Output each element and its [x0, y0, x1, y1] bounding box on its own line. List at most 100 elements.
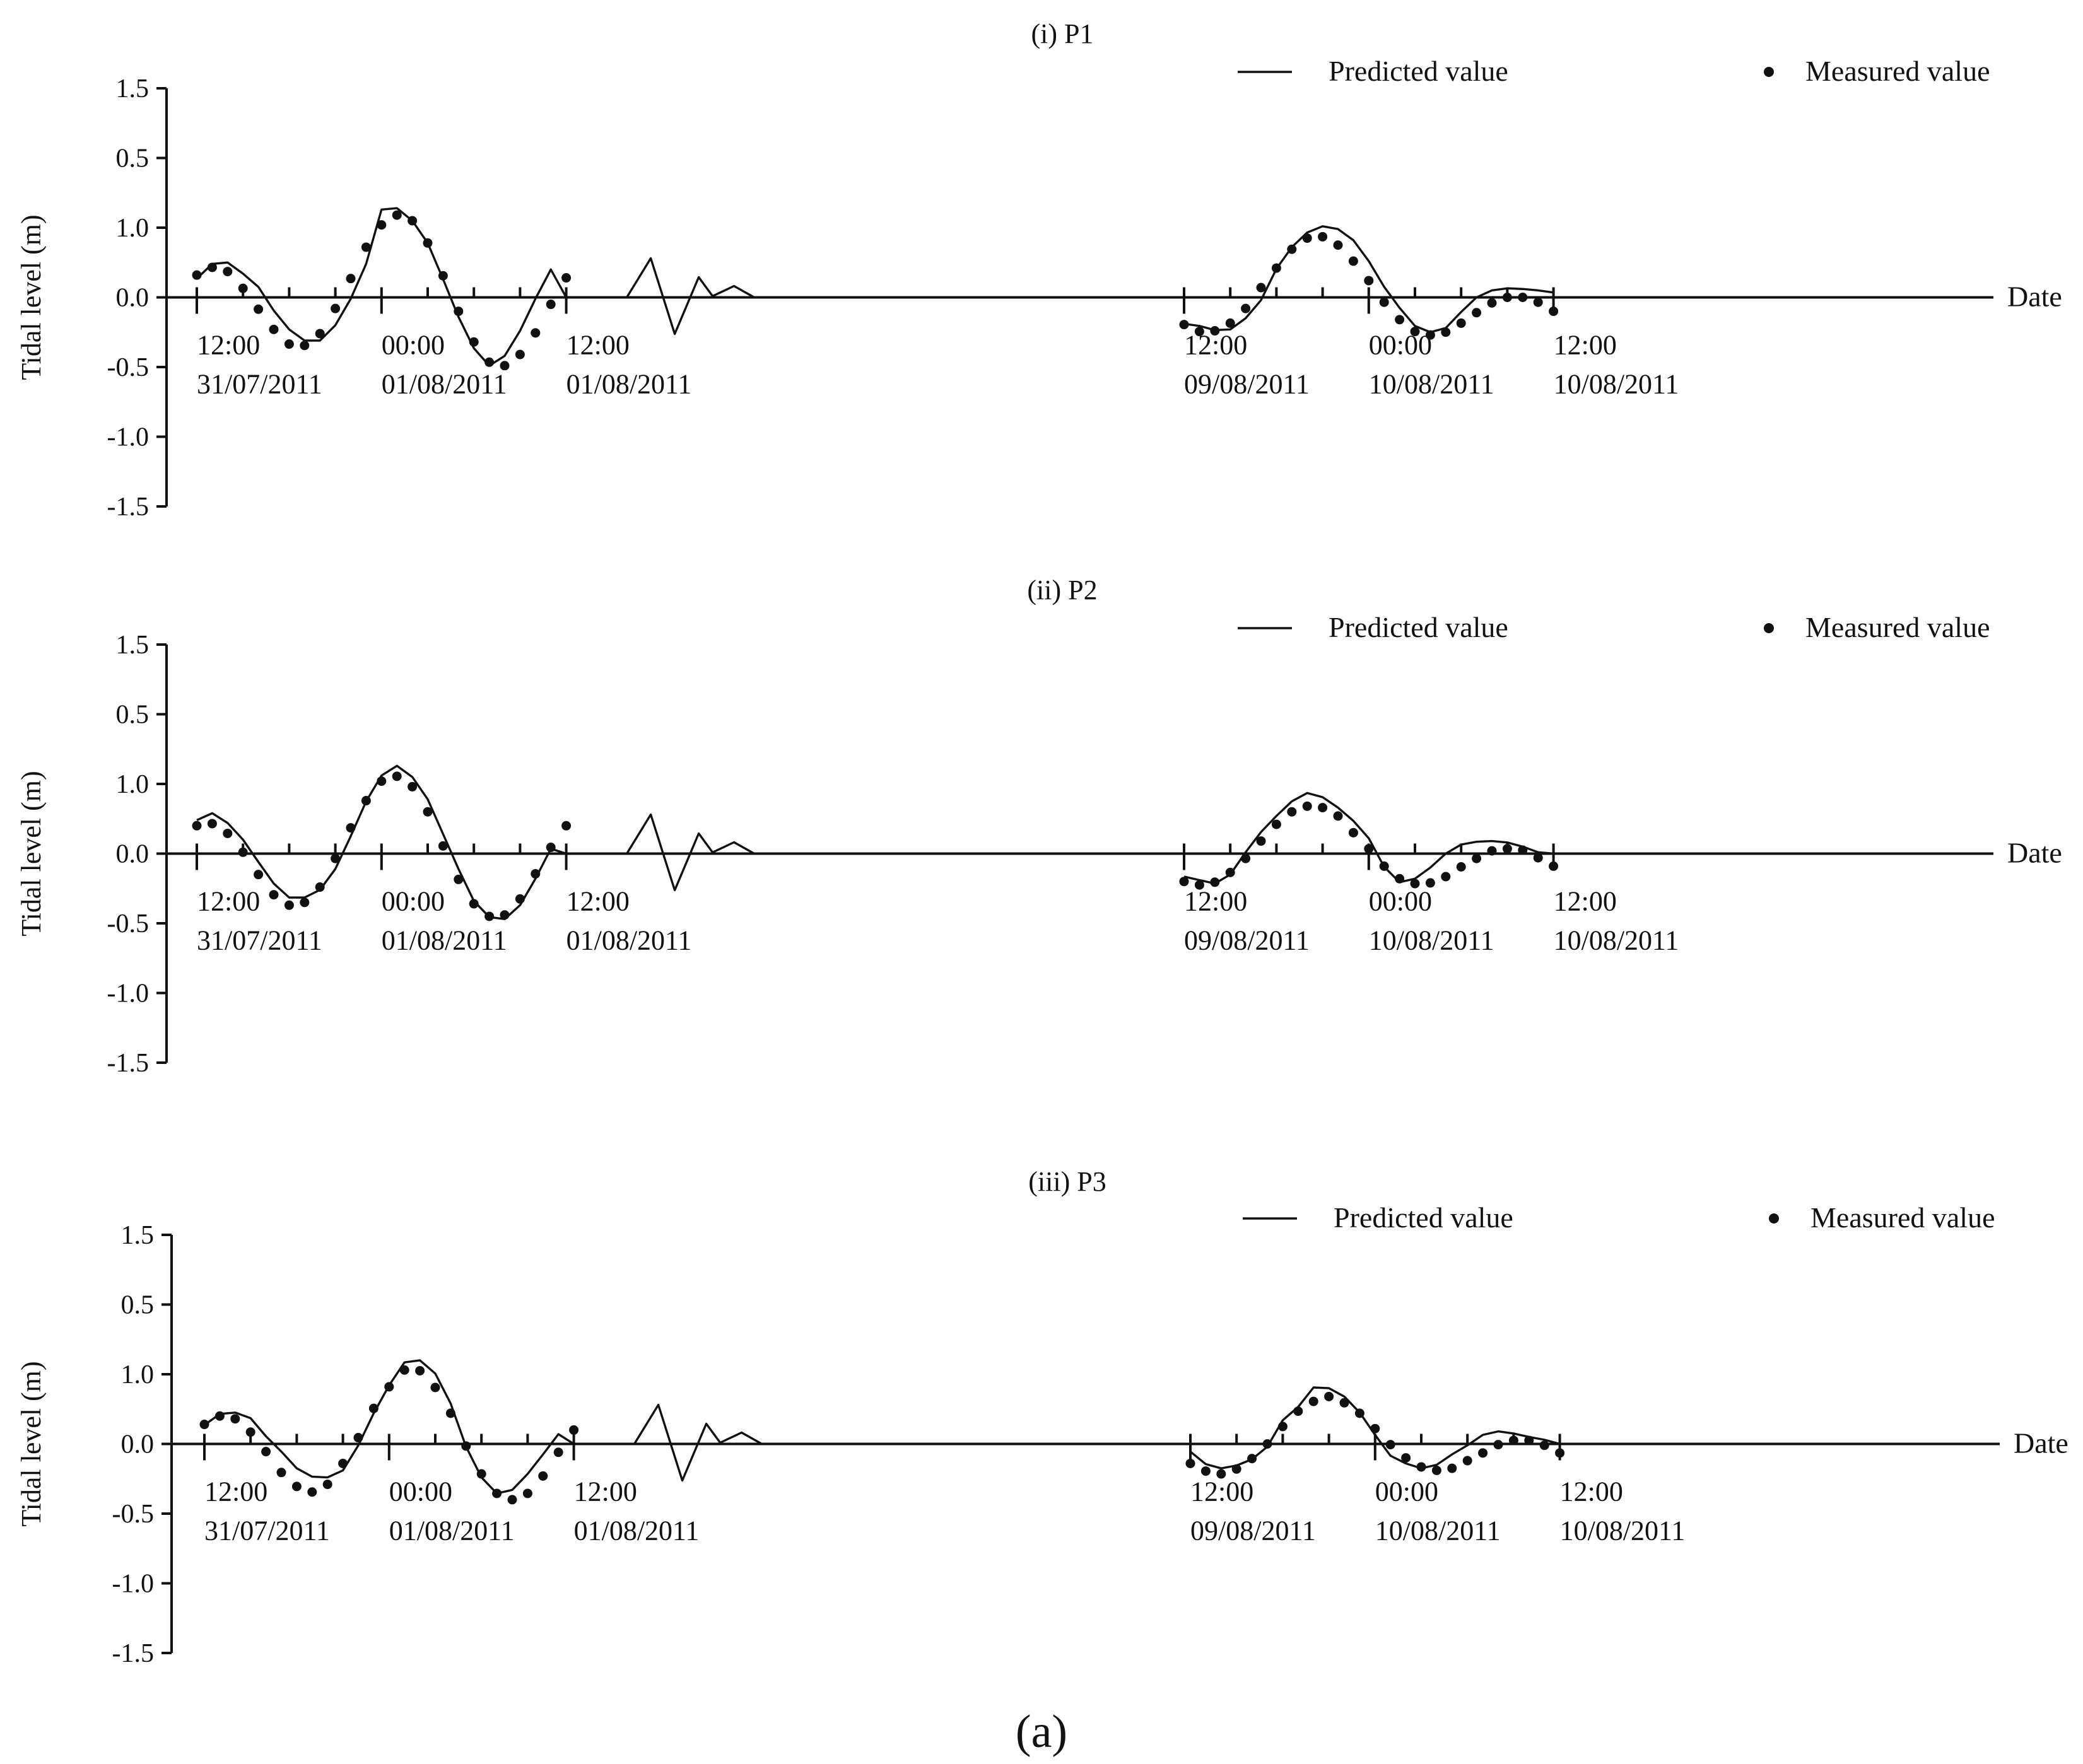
measured-point — [1379, 861, 1389, 871]
measured-point — [569, 1425, 579, 1435]
measured-point — [1287, 244, 1297, 254]
measured-point — [1502, 844, 1512, 854]
measured-point — [1247, 1454, 1257, 1464]
measured-point — [1262, 1439, 1272, 1449]
legend-measured-swatch — [1764, 67, 1774, 77]
x-tick-time: 12:00 — [1190, 1476, 1253, 1507]
legend-predicted-label: Predicted value — [1329, 611, 1508, 643]
x-tick-date: 31/07/2011 — [197, 925, 322, 956]
measured-point — [331, 303, 341, 313]
x-tick-time: 00:00 — [382, 886, 445, 917]
measured-point — [384, 1382, 394, 1392]
x-tick-date: 10/08/2011 — [1369, 925, 1494, 956]
measured-point — [1293, 1406, 1303, 1416]
measured-point — [1493, 1440, 1503, 1450]
legend-measured-swatch — [1769, 1213, 1779, 1224]
measured-point — [269, 890, 279, 900]
y-tick-label: 1.0 — [116, 770, 150, 799]
measured-point — [1200, 1466, 1211, 1476]
measured-point — [423, 238, 433, 248]
chart-panel-1: (i) P1 1.5 0.5 1.0 0.0 -0.5 -1.0 -1.5 Tidal leve… — [16, 18, 2062, 522]
measured-point — [399, 1365, 409, 1375]
x-tick-date: 01/08/2011 — [382, 369, 507, 400]
measured-point — [1256, 836, 1266, 846]
measured-point — [1410, 879, 1420, 889]
measured-point — [346, 823, 356, 833]
measured-point — [423, 807, 433, 817]
measured-point — [1441, 872, 1451, 882]
measured-point — [492, 1488, 502, 1498]
measured-point — [230, 1414, 240, 1424]
measured-point — [454, 307, 464, 317]
y-tick-label: -1.0 — [107, 423, 150, 452]
measured-point — [1533, 853, 1543, 863]
measured-point — [1518, 845, 1528, 855]
y-tick-label: 0.5 — [116, 144, 150, 173]
measured-point — [1339, 1398, 1349, 1408]
measured-point — [469, 337, 479, 347]
y-tick-label: 1.5 — [121, 1221, 155, 1250]
measured-point — [192, 821, 202, 831]
x-tick-date: 09/08/2011 — [1190, 1516, 1316, 1546]
y-tick-label: -0.5 — [107, 353, 150, 382]
chart-title: (ii) P2 — [1027, 575, 1097, 605]
measured-point — [522, 1488, 532, 1498]
measured-point — [207, 262, 217, 272]
x-tick-time: 12:00 — [197, 330, 260, 361]
y-tick-label: 0.0 — [121, 1430, 155, 1459]
y-axis-label: Tidal level (m) — [16, 771, 47, 936]
measured-point — [1431, 1465, 1441, 1475]
axis-break-zigzag — [604, 257, 777, 336]
measured-point — [1416, 1462, 1426, 1472]
measured-point — [254, 870, 264, 880]
measured-point — [254, 304, 264, 314]
measured-point — [461, 1441, 471, 1451]
measured-point — [1441, 327, 1451, 337]
measured-point — [553, 1447, 563, 1457]
measured-point — [438, 841, 448, 851]
x-tick-time: 00:00 — [1369, 330, 1432, 361]
figure-caption: (a) — [1016, 1706, 1067, 1758]
legend-measured-label: Measured value — [1805, 55, 1990, 87]
predicted-line-segment-2 — [1183, 225, 1554, 334]
measured-point — [1354, 1408, 1364, 1418]
measured-point — [315, 329, 325, 339]
measured-point — [1456, 862, 1466, 872]
chart-panel-2: (ii) P2 1.5 0.5 1.0 0.0 -0.5 -1.0 -1.5 Tidal lev… — [16, 575, 2062, 1078]
measured-point — [408, 216, 418, 226]
y-tick-label: -1.5 — [107, 1049, 150, 1078]
measured-point — [1524, 1435, 1534, 1446]
x-tick-date: 10/08/2011 — [1560, 1516, 1686, 1546]
measured-point — [1287, 807, 1297, 817]
measured-point — [223, 828, 233, 838]
measured-point — [454, 874, 464, 884]
measured-point — [507, 1495, 517, 1505]
measured-point — [1210, 877, 1220, 887]
measured-point — [476, 1469, 486, 1479]
measured-point — [300, 897, 310, 908]
measured-point — [546, 843, 556, 853]
measured-point — [1210, 326, 1220, 336]
measured-point — [1241, 303, 1251, 313]
measured-point — [1277, 1422, 1288, 1432]
measured-point — [531, 869, 541, 879]
x-tick-date: 01/08/2011 — [382, 925, 507, 956]
measured-point — [1549, 861, 1559, 871]
measured-point — [238, 283, 248, 293]
measured-point — [261, 1447, 271, 1457]
y-tick-label: -1.0 — [107, 979, 150, 1008]
measured-point — [1179, 320, 1189, 330]
predicted-line-segment-2 — [1183, 791, 1554, 885]
y-tick-label: 0.0 — [116, 284, 150, 313]
measured-point — [1379, 297, 1389, 307]
measured-point — [484, 911, 495, 921]
measured-point — [1395, 873, 1405, 884]
measured-point — [1472, 853, 1482, 863]
measured-point — [1231, 1464, 1241, 1474]
measured-point — [1216, 1469, 1226, 1479]
measured-point — [377, 776, 387, 786]
measured-point — [377, 220, 387, 230]
measured-point — [1271, 263, 1281, 273]
x-tick-date: 09/08/2011 — [1184, 369, 1310, 400]
y-tick-label: 1.5 — [116, 74, 150, 103]
